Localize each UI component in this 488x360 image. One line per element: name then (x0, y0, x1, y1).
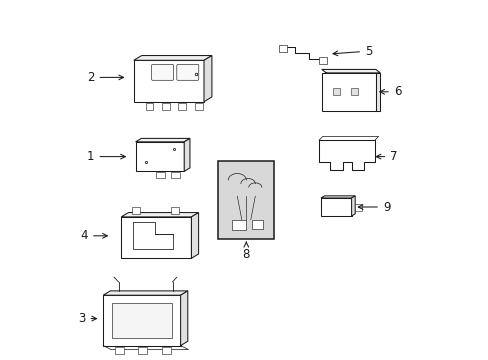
Bar (178, 103, 185, 110)
Bar (112, 303, 171, 338)
Polygon shape (191, 212, 198, 258)
Bar (278, 45, 286, 52)
FancyBboxPatch shape (151, 64, 173, 80)
Polygon shape (203, 55, 211, 102)
Polygon shape (135, 142, 184, 171)
Text: 1: 1 (87, 150, 125, 163)
Polygon shape (184, 138, 189, 171)
Bar (319, 57, 326, 64)
Bar (162, 347, 170, 354)
Polygon shape (320, 198, 351, 216)
Bar (132, 207, 140, 215)
Bar (231, 220, 246, 230)
Polygon shape (351, 196, 354, 216)
Text: 7: 7 (375, 150, 397, 163)
Polygon shape (121, 212, 198, 217)
FancyBboxPatch shape (177, 64, 199, 80)
Bar (170, 207, 178, 215)
Bar (138, 347, 147, 354)
Bar (145, 103, 153, 110)
Polygon shape (320, 196, 354, 198)
Polygon shape (135, 138, 189, 142)
Text: 8: 8 (242, 242, 249, 261)
Polygon shape (103, 291, 187, 295)
Text: 5: 5 (332, 45, 372, 58)
Polygon shape (321, 69, 380, 73)
Bar (170, 172, 179, 178)
Bar (333, 88, 339, 95)
Bar (218, 161, 274, 239)
Bar (354, 204, 361, 211)
Text: 9: 9 (358, 201, 389, 213)
Bar (156, 172, 165, 178)
Polygon shape (180, 291, 187, 346)
Bar (351, 88, 357, 95)
Polygon shape (121, 217, 191, 258)
Polygon shape (319, 140, 374, 170)
Text: 4: 4 (81, 229, 107, 242)
Polygon shape (134, 55, 211, 60)
Text: 2: 2 (87, 71, 123, 84)
Bar (321, 73, 375, 111)
Bar (194, 103, 203, 110)
Bar (115, 347, 123, 354)
Text: 6: 6 (379, 85, 401, 98)
Bar (162, 103, 169, 110)
Polygon shape (134, 60, 203, 102)
Text: 3: 3 (78, 312, 96, 325)
Polygon shape (103, 295, 180, 346)
Polygon shape (375, 73, 380, 111)
Bar (251, 220, 262, 229)
